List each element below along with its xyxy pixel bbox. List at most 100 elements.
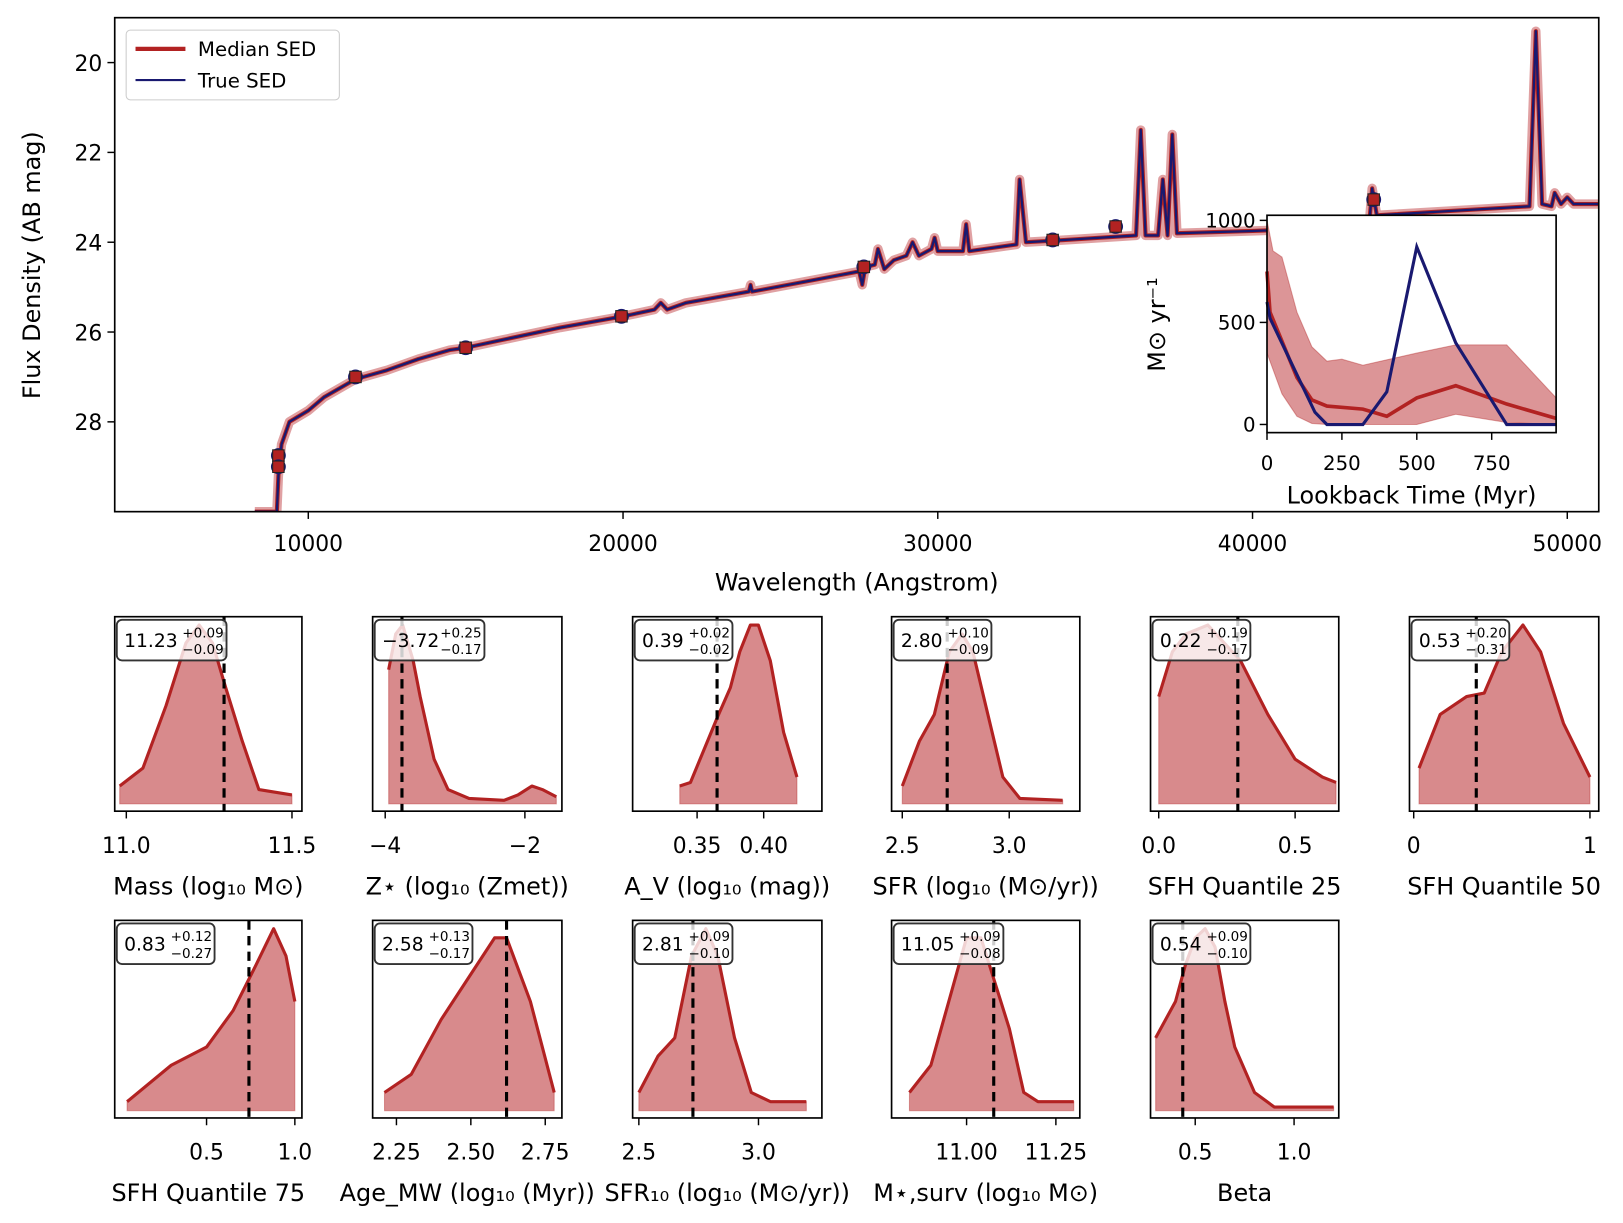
inset-x-axis-label: Lookback Time (Myr) (1287, 481, 1537, 509)
panel-x-axis-label: SFH Quantile 50 (1407, 872, 1601, 900)
panel-x-axis-label: SFH Quantile 25 (1148, 872, 1342, 900)
panel-x-axis-label: Mass (log₁₀ M⊙) (113, 872, 303, 900)
median-value: −3.72 (382, 631, 439, 652)
panel-x-tick-label: 1.0 (1277, 1141, 1312, 1166)
annotation-box (633, 922, 734, 965)
lower-error: −0.09 (948, 642, 989, 658)
lower-error: −0.08 (959, 946, 1000, 962)
posterior-panel: 11.00 11.25 11.05 +0.09−0.08 M⋆,surv (log₁₀ … (873, 919, 1098, 1207)
panel-x-tick-label: 2.5 (885, 834, 920, 859)
upper-error: +0.02 (689, 625, 730, 641)
annotation-box (1151, 618, 1252, 662)
x-axis-label: Wavelength (Angstrom) (715, 569, 999, 597)
model-photometry-point (349, 370, 362, 384)
inset-x-tick-label: 0 (1261, 452, 1274, 475)
model-photometry-point (1109, 220, 1122, 233)
panel-x-tick-label: 2.50 (447, 1141, 496, 1166)
posterior-panel: 0.35 0.40 0.39 +0.02−0.02 A_V (log₁₀ (mag)) (624, 615, 830, 900)
panel-x-tick-label: 2.75 (521, 1141, 570, 1166)
model-photometry-point (1367, 193, 1380, 206)
panel-frame (113, 919, 303, 1119)
model-photometry-point (272, 460, 285, 473)
panel-x-tick-label: 0.0 (1141, 834, 1176, 859)
lower-error: −0.10 (689, 946, 730, 962)
upper-error: +0.25 (440, 625, 481, 641)
median-value: 0.54 (1160, 935, 1202, 956)
panel-x-tick-label: 0.5 (1178, 1141, 1213, 1166)
panel-x-axis-label: SFR (log₁₀ (M⊙/yr)) (873, 872, 1099, 900)
annotation-box (115, 922, 216, 965)
panel-x-axis-label: Age_MW (log₁₀ (Myr)) (340, 1179, 595, 1207)
y-tick-label: 24 (74, 232, 102, 257)
lower-error: −0.17 (440, 642, 481, 658)
median-value: 11.23 (124, 631, 178, 652)
panel-x-tick-label: 2.5 (621, 1141, 656, 1166)
upper-error: +0.09 (959, 929, 1000, 945)
model-photometry-point (1046, 233, 1059, 247)
annotation-box (892, 922, 1005, 965)
panel-frame (1408, 615, 1600, 813)
x-tick-label: 20000 (588, 532, 657, 557)
lower-error: −0.17 (1206, 642, 1247, 658)
panel-x-tick-label: −4 (369, 834, 401, 859)
panel-x-tick-label: 11.00 (935, 1141, 998, 1166)
model-photometry-point (857, 260, 871, 274)
upper-error: +0.13 (429, 929, 470, 945)
sfh-confidence-band (1266, 220, 1557, 426)
x-tick-label: 10000 (274, 532, 343, 557)
panel-x-tick-label: 1.0 (277, 1141, 312, 1166)
median-value: 2.58 (382, 935, 424, 956)
y-tick-label: 20 (74, 52, 102, 77)
sed-panel: 10000 20000 30000 40000 500002022242628Wavel… (18, 16, 1602, 597)
median-value: 2.80 (901, 631, 943, 652)
true-photometry-point (614, 308, 629, 324)
panel-x-axis-label: Beta (1217, 1179, 1272, 1207)
x-tick-label: 30000 (903, 532, 972, 557)
panel-x-tick-label: 0.5 (1278, 834, 1313, 859)
panel-x-tick-label: 3.0 (992, 834, 1027, 859)
sed-lines (254, 26, 1599, 512)
posterior-panel: 0.0 0.5 0.22 +0.19−0.17 SFH Quantile 25 (1141, 615, 1342, 900)
panel-x-tick-label: 3.0 (741, 1141, 776, 1166)
panel-frame (631, 919, 823, 1119)
panel-x-tick-label: 11.25 (1025, 1141, 1088, 1166)
posterior-panel: −4 −2 −3.72 +0.25−0.17 Z⋆ (log₁₀ (Zmet)) (366, 615, 569, 900)
y-axis-label: Flux Density (AB mag) (18, 131, 46, 399)
panel-frame (1149, 615, 1340, 813)
y-tick-label: 26 (74, 321, 102, 346)
annotation-box (633, 618, 734, 662)
median-value: 0.39 (642, 631, 684, 652)
panel-frame (890, 615, 1081, 813)
panel-x-axis-label: SFR₁₀ (log₁₀ (M⊙/yr)) (605, 1179, 851, 1207)
sfh-inset: 0 250 500 750 0 500 1000 Lookback Time (Myr) M⊙ … (1143, 210, 1557, 509)
inset-y-tick-label: 500 (1218, 312, 1256, 335)
y-tick-label: 22 (74, 142, 102, 167)
lower-error: −0.17 (429, 946, 470, 962)
posterior-panel: 0 1 0.53 +0.20−0.31 SFH Quantile 50 (1407, 615, 1601, 900)
panel-x-axis-label: M⋆,surv (log₁₀ M⊙) (873, 1179, 1098, 1207)
median-value: 2.81 (642, 935, 684, 956)
median-value: 0.83 (124, 935, 166, 956)
upper-error: +0.09 (689, 929, 730, 945)
annotation-box (1151, 922, 1252, 965)
panel-x-tick-label: 0.40 (739, 834, 788, 859)
panel-x-axis-label: Z⋆ (log₁₀ (Zmet)) (366, 872, 569, 900)
panel-x-tick-label: 0.5 (189, 1141, 224, 1166)
y-tick-label: 28 (74, 411, 102, 436)
true-photometry-point (856, 259, 872, 275)
inset-y-tick-label: 0 (1243, 414, 1256, 437)
posterior-panel: 2.5 3.0 2.80 +0.10−0.09 SFR (log₁₀ (M⊙/yr)) (873, 615, 1099, 900)
sed-axes-frame (113, 16, 1600, 513)
panel-frame (890, 919, 1081, 1119)
panel-x-tick-label: 11.5 (268, 834, 317, 859)
posterior-curve (383, 936, 556, 1094)
upper-error: +0.19 (1206, 625, 1247, 641)
inset-frame (1266, 214, 1557, 434)
panel-x-tick-label: 11.0 (102, 834, 151, 859)
upper-error: +0.10 (948, 625, 989, 641)
panel-x-axis-label: A_V (log₁₀ (mag)) (624, 872, 830, 900)
panel-x-tick-label: 0 (1407, 834, 1421, 859)
inset-x-tick-label: 250 (1323, 452, 1361, 475)
panel-frame (113, 615, 303, 813)
upper-error: +0.09 (1206, 929, 1247, 945)
